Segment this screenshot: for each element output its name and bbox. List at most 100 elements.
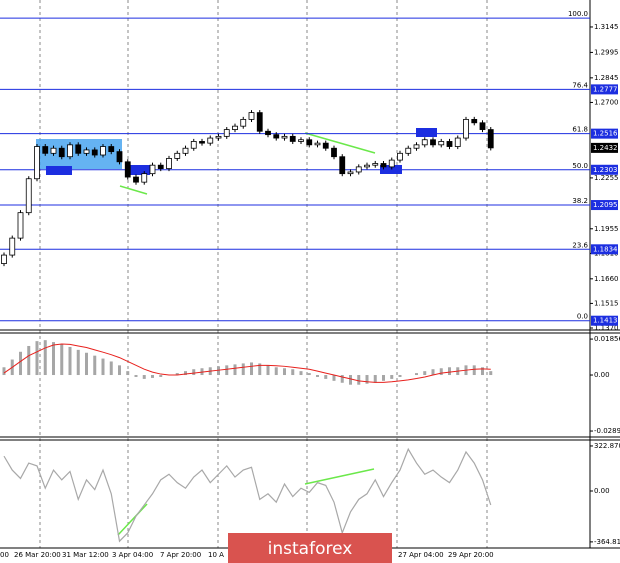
candle-body	[223, 129, 230, 137]
macd-bar	[126, 371, 130, 376]
candle-body	[232, 125, 238, 130]
macd-bar	[481, 367, 484, 376]
candle-body	[479, 122, 486, 130]
y-tick-label: 322.8702	[594, 442, 620, 450]
y-tick-label: 1.1660	[594, 275, 619, 283]
macd-bar	[151, 375, 154, 378]
macd-bar	[159, 375, 163, 377]
candle-body	[454, 137, 461, 147]
candle-body	[314, 142, 321, 146]
candle-body	[298, 139, 304, 142]
candle-body	[75, 144, 82, 154]
candle-body	[397, 152, 403, 161]
fib-label: 38.2	[572, 197, 588, 205]
y-tick-label: 1.1955	[594, 225, 619, 233]
y-tick-label: 1.3145	[594, 23, 619, 31]
macd-bar	[241, 363, 245, 376]
fib-price: 1.1413	[593, 317, 618, 325]
macd-bar	[52, 342, 55, 376]
fib-price: 1.1834	[593, 245, 618, 253]
candle-body	[347, 171, 354, 175]
macd-bar	[299, 371, 303, 376]
y-tick-label: 1.2700	[594, 98, 619, 106]
fib-price: 1.2303	[593, 166, 618, 174]
candle-body	[364, 164, 370, 168]
x-tick-label: 29 Apr 20:00	[448, 551, 494, 559]
price-box	[591, 244, 618, 255]
macd-bar	[439, 368, 443, 376]
candle-body	[273, 134, 280, 139]
macd-bar	[68, 346, 72, 376]
candle-body	[174, 152, 181, 159]
candle-body	[199, 141, 205, 144]
y-tick-label: 0.00	[594, 487, 610, 495]
divergence-line	[119, 185, 148, 195]
current-price: 1.2432	[593, 144, 618, 152]
fib-label: 61.8	[572, 126, 588, 134]
candle-body	[380, 163, 387, 168]
x-tick-label: 3 Apr 04:00	[112, 551, 153, 559]
y-tick-label: 0.01856	[594, 335, 620, 343]
macd-bar	[274, 367, 278, 376]
candle-body	[91, 149, 98, 156]
candle-body	[58, 147, 65, 158]
candle-body	[405, 147, 412, 154]
candle-body	[182, 147, 189, 154]
macd-bar	[76, 349, 80, 376]
macd-bar	[225, 365, 229, 376]
price-box	[591, 315, 618, 326]
macd-bar	[332, 375, 336, 381]
y-tick-label: 1.2255	[594, 174, 619, 182]
candle-body	[149, 164, 156, 175]
candle-body	[471, 118, 478, 124]
macd-bar	[19, 351, 22, 376]
macd-bar	[307, 373, 311, 376]
candle-body	[166, 158, 172, 169]
x-tick-label: 31 Mar 12:00	[62, 551, 109, 559]
macd-bar	[291, 369, 295, 376]
macd-bar	[258, 363, 262, 376]
candle-body	[430, 139, 436, 146]
candle-body	[240, 118, 247, 127]
watermark: instaforex	[268, 539, 353, 559]
macd-bar	[390, 375, 394, 379]
macd-bar	[118, 365, 121, 376]
fib-price: 1.2516	[593, 130, 618, 138]
macd-bar	[448, 367, 451, 376]
macd-bar	[175, 373, 179, 376]
candle-body	[289, 135, 296, 142]
x-tick-label: 26 Mar 20:00	[14, 551, 61, 559]
consolidation-zone	[36, 139, 122, 169]
price-box	[591, 200, 618, 211]
candle-body	[190, 141, 197, 149]
candle-body	[67, 144, 73, 158]
macd-bar	[324, 375, 328, 379]
candle-body	[157, 164, 164, 169]
candle-body	[100, 146, 106, 156]
candle-body	[487, 129, 494, 149]
candle-body	[108, 146, 115, 153]
y-tick-label: 1.1370	[594, 324, 619, 332]
fib-label: 100.0	[568, 10, 588, 18]
candle-body	[1, 254, 7, 264]
macd-bar	[373, 375, 377, 383]
macd-bar	[101, 358, 105, 376]
cci-line	[3, 447, 492, 543]
macd-bar	[316, 375, 319, 377]
candle-body	[265, 130, 271, 136]
candle-body	[42, 146, 49, 154]
macd-bar	[398, 375, 402, 377]
current-price-box	[591, 142, 618, 153]
candle-body	[339, 156, 346, 175]
price-box	[591, 128, 618, 139]
macd-bar	[340, 375, 344, 383]
time-grid	[39, 0, 488, 548]
fib-label: 76.4	[572, 81, 588, 89]
macd-bar	[2, 367, 6, 376]
price-box	[591, 84, 618, 95]
macd-bar	[109, 361, 113, 376]
macd-bar	[266, 365, 270, 376]
fib-label: 23.6	[572, 241, 588, 249]
fib-label: 0.0	[577, 313, 588, 321]
